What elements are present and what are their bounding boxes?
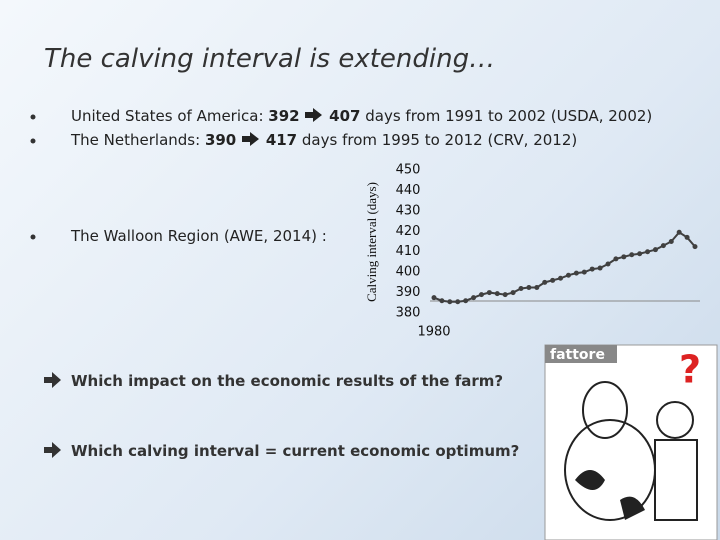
data-point — [613, 256, 619, 262]
y-tick-label: 410 — [396, 244, 421, 259]
arrow-icon — [44, 442, 61, 458]
data-point — [486, 290, 492, 296]
bullet-to: 417 — [265, 131, 298, 149]
slide-title: The calving interval is extending… — [44, 44, 496, 74]
y-tick-label: 420 — [396, 224, 421, 239]
y-tick-label: 430 — [396, 203, 421, 218]
y-tick-label: 440 — [396, 183, 421, 198]
data-point — [439, 298, 445, 304]
data-point — [463, 298, 469, 304]
bullet — [30, 234, 36, 240]
x-tick-label: 1980 — [417, 325, 450, 340]
bullet-item: The Walloon Region (AWE, 2014) : — [71, 227, 327, 245]
data-point — [637, 251, 643, 257]
data-point — [652, 247, 658, 253]
y-axis-label: Calving interval (days) — [364, 182, 379, 302]
bullet-from: 390 — [204, 131, 237, 149]
bullet-item: The Netherlands: 390 417 days from 1995 … — [71, 131, 577, 149]
data-point — [534, 284, 540, 290]
arrow-icon — [44, 372, 61, 388]
data-point — [542, 279, 548, 285]
y-tick-label: 380 — [396, 306, 421, 321]
bullet-label: The Netherlands: — [71, 131, 201, 149]
arrow-icon — [242, 132, 260, 146]
data-point — [494, 291, 500, 297]
question: Which impact on the economic results of … — [71, 372, 504, 390]
data-point — [660, 243, 666, 249]
data-point — [558, 275, 564, 281]
bullet-item: United States of America: 392 407 days f… — [71, 107, 652, 125]
bullet-from: 392 — [268, 107, 300, 125]
data-point — [589, 266, 595, 272]
data-point — [478, 292, 484, 298]
data-point — [581, 269, 587, 275]
data-point — [431, 295, 437, 301]
data-point — [471, 295, 477, 301]
bullet-label: The Walloon Region (AWE, 2014) : — [71, 227, 327, 245]
bullet-rest: days from 1991 to 2002 (USDA, 2002) — [365, 107, 653, 125]
data-point — [692, 244, 698, 250]
question: Which calving interval = current economi… — [71, 442, 520, 460]
arrow-icon — [305, 108, 323, 122]
image-text: fattore — [550, 347, 605, 363]
data-point — [510, 290, 516, 296]
data-point — [676, 229, 682, 235]
bullet-label: United States of America: — [71, 107, 264, 125]
data-point — [573, 270, 579, 276]
chart: Calving interval (days) 380 390 400 410 420 4… — [364, 163, 700, 340]
y-tick-label: 390 — [396, 285, 421, 300]
data-point — [605, 261, 611, 267]
bullet-rest: days from 1995 to 2012 (CRV, 2012) — [301, 131, 578, 149]
data-point — [518, 285, 524, 291]
data-point — [565, 272, 571, 278]
y-tick-label: 400 — [396, 265, 421, 280]
bullet — [30, 138, 36, 144]
data-point — [455, 299, 461, 305]
data-point — [645, 249, 651, 255]
cartoon: fattore ? — [544, 344, 718, 540]
data-point — [447, 299, 453, 305]
y-tick-label: 450 — [396, 163, 421, 178]
bullet-to: 407 — [329, 107, 361, 125]
image-mark: ? — [679, 348, 701, 392]
bullet — [30, 114, 36, 120]
data-point — [550, 277, 556, 283]
series-line — [433, 230, 696, 303]
data-point — [597, 265, 603, 271]
data-point — [502, 292, 508, 298]
data-point — [668, 239, 674, 244]
data-point — [629, 252, 635, 258]
data-point — [684, 234, 690, 240]
data-point — [526, 284, 532, 290]
data-point — [621, 254, 627, 260]
